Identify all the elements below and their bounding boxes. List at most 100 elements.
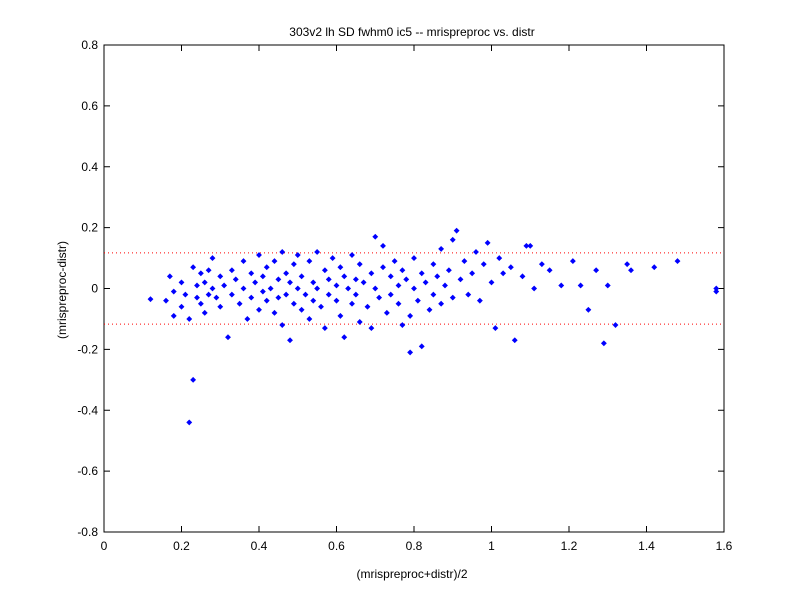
data-point — [461, 258, 468, 265]
data-point — [248, 270, 255, 277]
data-point — [399, 267, 406, 274]
data-point — [194, 282, 200, 289]
data-point — [612, 322, 619, 328]
data-point — [178, 303, 185, 310]
data-point — [209, 285, 216, 292]
chart-title: 303v2 lh SD fwhm0 ic5 -- mrispreproc vs.… — [289, 25, 534, 39]
data-point — [228, 267, 235, 274]
data-point — [283, 291, 290, 298]
data-point — [287, 279, 293, 286]
data-point — [283, 270, 290, 277]
data-point — [263, 264, 270, 271]
data-point — [418, 270, 425, 277]
data-point — [306, 316, 313, 322]
x-tick-label: 1 — [488, 539, 495, 553]
data-point — [604, 282, 611, 289]
x-axis-label: (mrispreproc+distr)/2 — [356, 567, 467, 581]
data-point — [352, 291, 359, 298]
data-point — [527, 242, 534, 249]
data-point — [170, 288, 177, 295]
data-point — [256, 306, 262, 313]
data-point — [364, 303, 371, 310]
data-point — [240, 258, 247, 265]
y-tick-label: -0.2 — [77, 342, 98, 356]
data-point — [279, 249, 286, 255]
data-point — [318, 303, 324, 310]
data-point — [298, 306, 305, 313]
data-point — [201, 279, 208, 286]
data-point — [407, 349, 414, 356]
data-point — [569, 258, 576, 265]
data-point — [263, 297, 270, 304]
data-point — [449, 294, 456, 301]
data-point — [213, 294, 220, 301]
x-tick-label: 0.6 — [328, 539, 345, 553]
data-point — [225, 334, 231, 341]
data-point — [337, 264, 344, 271]
data-point — [430, 261, 437, 268]
x-tick-label: 1.2 — [561, 539, 578, 553]
data-point — [438, 300, 445, 307]
data-point — [186, 316, 193, 322]
data-point — [422, 279, 429, 286]
data-point — [593, 267, 600, 274]
data-point — [178, 279, 185, 286]
data-point — [368, 325, 375, 331]
data-point — [438, 246, 445, 252]
data-point — [294, 252, 301, 258]
data-point — [500, 270, 507, 277]
data-point — [349, 300, 355, 307]
data-point — [585, 306, 592, 313]
data-point — [383, 309, 390, 316]
y-tick-label: 0.2 — [81, 221, 98, 235]
data-point — [476, 297, 483, 304]
data-point — [287, 337, 293, 344]
data-point — [341, 334, 348, 341]
data-point — [445, 267, 452, 274]
data-point — [511, 337, 518, 344]
data-point — [407, 312, 414, 319]
data-point — [302, 291, 309, 298]
data-point — [201, 309, 208, 316]
data-point — [275, 294, 282, 301]
data-point — [713, 288, 720, 295]
data-point — [275, 276, 282, 283]
data-point — [163, 297, 169, 304]
data-point — [310, 297, 317, 304]
data-point — [190, 264, 197, 271]
data-point — [395, 300, 402, 307]
x-tick-label: 0.4 — [251, 539, 268, 553]
data-point — [349, 252, 355, 258]
data-point — [190, 376, 197, 383]
data-point — [395, 282, 402, 289]
x-tick-label: 1.4 — [638, 539, 655, 553]
data-point — [492, 325, 499, 331]
data-point — [310, 279, 317, 286]
y-tick-label: 0.4 — [81, 160, 98, 174]
data-point — [337, 312, 344, 319]
data-point — [209, 255, 216, 261]
x-tick-label: 1.6 — [716, 539, 733, 553]
data-point — [496, 255, 503, 261]
y-tick-label: 0 — [91, 282, 98, 296]
data-point — [434, 273, 441, 280]
data-point — [314, 285, 321, 292]
data-point — [426, 306, 433, 313]
x-tick-label: 0.8 — [406, 539, 423, 553]
data-point — [252, 279, 259, 286]
data-point — [345, 285, 352, 292]
data-point — [442, 282, 448, 289]
data-point — [170, 312, 177, 319]
data-point — [306, 258, 313, 265]
data-point — [360, 279, 367, 286]
data-point — [414, 297, 421, 304]
data-point — [259, 273, 266, 280]
data-point — [217, 273, 224, 280]
data-point — [488, 279, 495, 286]
data-point — [244, 316, 251, 322]
data-point — [321, 325, 328, 331]
data-point — [449, 236, 456, 243]
data-point — [217, 303, 224, 310]
data-point — [376, 294, 383, 301]
